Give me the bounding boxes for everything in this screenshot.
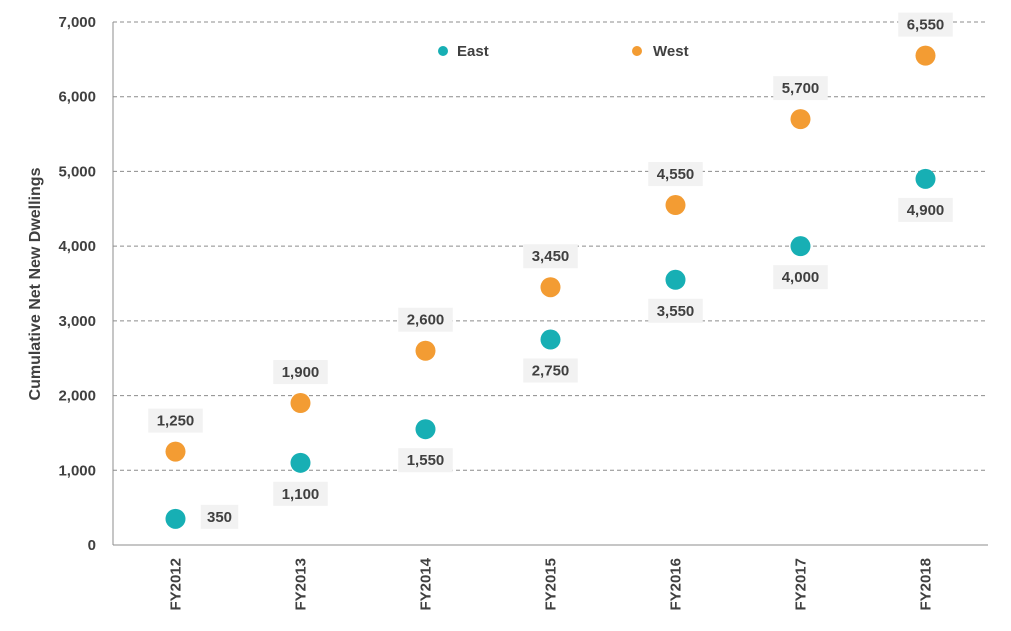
data-label-background — [398, 448, 453, 473]
data-label: 4,900 — [907, 202, 945, 219]
x-tick-label: FY2017 — [793, 558, 810, 611]
data-point-east — [415, 419, 436, 440]
y-tick-label: 5,000 — [58, 163, 96, 180]
data-label: 3,550 — [657, 303, 695, 320]
data-label-background — [200, 504, 239, 529]
legend-marker-west — [632, 46, 642, 56]
data-label: 1,900 — [282, 364, 320, 381]
data-label: 3,450 — [532, 248, 570, 265]
x-tick-label: FY2016 — [668, 558, 685, 611]
x-tick-label: FY2015 — [543, 558, 560, 611]
y-tick-label: 2,000 — [58, 388, 96, 405]
legend-label-west: West — [653, 43, 689, 60]
data-labels: 1,250 1,900 2,600 3,450 4,550 5,700 6,550 350 1,… — [157, 17, 945, 526]
data-label: 4,000 — [782, 269, 820, 286]
legend-marker-east — [438, 46, 448, 56]
data-label-background — [523, 244, 578, 269]
data-point-west — [665, 195, 686, 216]
y-axis-title: Cumulative Net New Dwellings — [27, 167, 44, 400]
data-label: 4,550 — [657, 166, 695, 183]
x-tick-label: FY2013 — [293, 558, 310, 611]
data-point-west — [790, 109, 811, 130]
data-points — [165, 45, 936, 529]
data-label: 2,600 — [407, 312, 445, 329]
data-label: 1,550 — [407, 452, 445, 469]
data-label: 5,700 — [782, 80, 820, 97]
axes: 0 1,000 2,000 3,000 4,000 5,000 6,000 7,000 FY20… — [58, 14, 988, 611]
y-tick-label: 3,000 — [58, 313, 96, 330]
x-tick-label: FY2012 — [168, 558, 185, 611]
data-label: 350 — [207, 509, 232, 526]
data-point-west — [915, 45, 936, 66]
y-tick-label: 6,000 — [58, 89, 96, 106]
data-label-background — [648, 298, 703, 323]
y-tick-label: 1,000 — [58, 462, 96, 479]
x-tick-label: FY2018 — [918, 558, 935, 611]
y-tick-label: 4,000 — [58, 238, 96, 255]
data-label-background — [273, 360, 328, 385]
legend-label-east: East — [457, 43, 489, 60]
data-label: 6,550 — [907, 17, 945, 34]
data-label-background — [773, 265, 828, 290]
data-point-west — [540, 277, 561, 298]
y-tick-label: 0 — [88, 537, 96, 554]
data-point-east — [790, 236, 811, 257]
data-point-west — [415, 340, 436, 361]
data-label-background — [398, 307, 453, 332]
data-label-background — [523, 358, 578, 383]
legend: East West — [438, 43, 689, 60]
data-point-east — [290, 452, 311, 473]
data-label: 1,250 — [157, 413, 195, 430]
data-point-east — [540, 329, 561, 350]
x-tick-label: FY2014 — [418, 557, 435, 610]
data-point-east — [165, 508, 186, 529]
data-point-west — [165, 441, 186, 462]
data-point-west — [290, 393, 311, 414]
data-label-background — [148, 408, 203, 433]
data-label: 2,750 — [532, 363, 570, 380]
data-label-background — [898, 197, 953, 222]
data-label-background — [273, 481, 328, 506]
data-label: 1,100 — [282, 486, 320, 503]
data-label-background — [648, 162, 703, 187]
data-label-background — [773, 76, 828, 101]
y-tick-label: 7,000 — [58, 14, 96, 31]
data-point-east — [665, 269, 686, 290]
data-point-east — [915, 168, 936, 189]
data-label-background — [898, 12, 953, 37]
data-label-backgrounds — [148, 12, 953, 529]
